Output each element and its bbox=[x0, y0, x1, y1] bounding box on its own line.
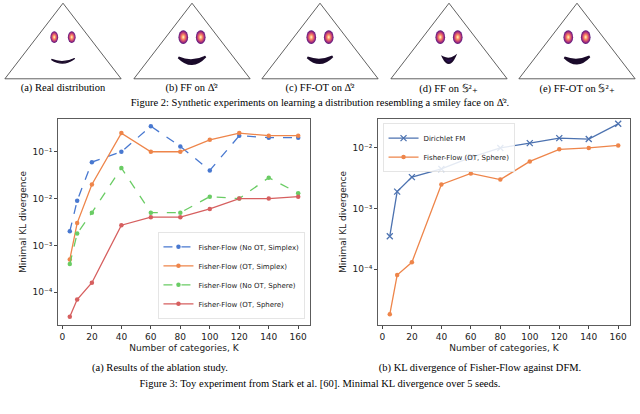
svg-text:Number of categories, K: Number of categories, K bbox=[449, 343, 559, 353]
svg-text:120: 120 bbox=[551, 332, 568, 342]
svg-text:100: 100 bbox=[201, 332, 218, 342]
html-text:(e) FF-OT on 𝕊²₊: (e) FF-OT on 𝕊²₊ bbox=[539, 83, 615, 94]
svg-text:0: 0 bbox=[60, 332, 66, 342]
svg-text:40: 40 bbox=[116, 332, 128, 342]
svg-text:0: 0 bbox=[380, 332, 386, 342]
svg-text:Minimal KL divergence: Minimal KL divergence bbox=[18, 171, 28, 273]
html-text:(d) FF on 𝕊²₊: (d) FF on 𝕊²₊ bbox=[419, 83, 478, 94]
svg-text:10⁻¹: 10⁻¹ bbox=[33, 147, 53, 157]
svg-text:120: 120 bbox=[231, 332, 248, 342]
svg-text:140: 140 bbox=[260, 332, 277, 342]
svg-text:60: 60 bbox=[465, 332, 477, 342]
svg-text:160: 160 bbox=[290, 332, 307, 342]
html-text:Figure 2: Synthetic experiment: Figure 2: Synthetic experiments on learn… bbox=[130, 97, 510, 108]
svg-text:10⁻²: 10⁻² bbox=[353, 143, 373, 153]
svg-text:Fisher-Flow (OT, Sphere): Fisher-Flow (OT, Sphere) bbox=[424, 154, 510, 162]
html-text:(b) KL divergence of Fisher-Fl: (b) KL divergence of Fisher-Flow against… bbox=[378, 362, 582, 373]
svg-text:80: 80 bbox=[175, 332, 187, 342]
html-text:(c) FF-OT on Δ̊²: (c) FF-OT on Δ̊² bbox=[285, 82, 355, 93]
svg-text:80: 80 bbox=[495, 332, 507, 342]
svg-text:10⁻³: 10⁻³ bbox=[353, 204, 373, 214]
svg-text:10⁻⁴: 10⁻⁴ bbox=[353, 264, 373, 274]
svg-text:10⁻⁴: 10⁻⁴ bbox=[33, 287, 53, 297]
svg-text:10⁻²: 10⁻² bbox=[33, 194, 53, 204]
svg-text:20: 20 bbox=[86, 332, 98, 342]
svg-text:40: 40 bbox=[436, 332, 448, 342]
svg-text:Fisher-Flow (No OT, Simplex): Fisher-Flow (No OT, Simplex) bbox=[198, 244, 299, 252]
svg-text:Fisher-Flow (OT, Sphere): Fisher-Flow (OT, Sphere) bbox=[198, 301, 284, 309]
svg-text:160: 160 bbox=[610, 332, 627, 342]
svg-text:Dirichlet FM: Dirichlet FM bbox=[424, 135, 466, 143]
svg-text:100: 100 bbox=[521, 332, 538, 342]
svg-text:60: 60 bbox=[145, 332, 157, 342]
svg-text:Fisher-Flow (OT, Simplex): Fisher-Flow (OT, Simplex) bbox=[198, 263, 287, 271]
html-text:(b) FF on Δ̊²: (b) FF on Δ̊² bbox=[165, 82, 218, 93]
svg-text:10⁻³: 10⁻³ bbox=[33, 241, 53, 251]
svg-text:140: 140 bbox=[580, 332, 597, 342]
svg-text:Minimal KL divergence: Minimal KL divergence bbox=[338, 171, 348, 273]
html-text:Figure 3: Toy experiment from: Figure 3: Toy experiment from Stark et a… bbox=[139, 378, 501, 389]
svg-text:Number of categories, K: Number of categories, K bbox=[129, 343, 239, 353]
svg-text:Fisher-Flow (No OT, Sphere): Fisher-Flow (No OT, Sphere) bbox=[198, 282, 295, 290]
html-text:(a) Results of the ablation st: (a) Results of the ablation study. bbox=[92, 362, 228, 373]
html-text:(a) Real distribution: (a) Real distribution bbox=[20, 82, 106, 93]
svg-text:20: 20 bbox=[406, 332, 418, 342]
